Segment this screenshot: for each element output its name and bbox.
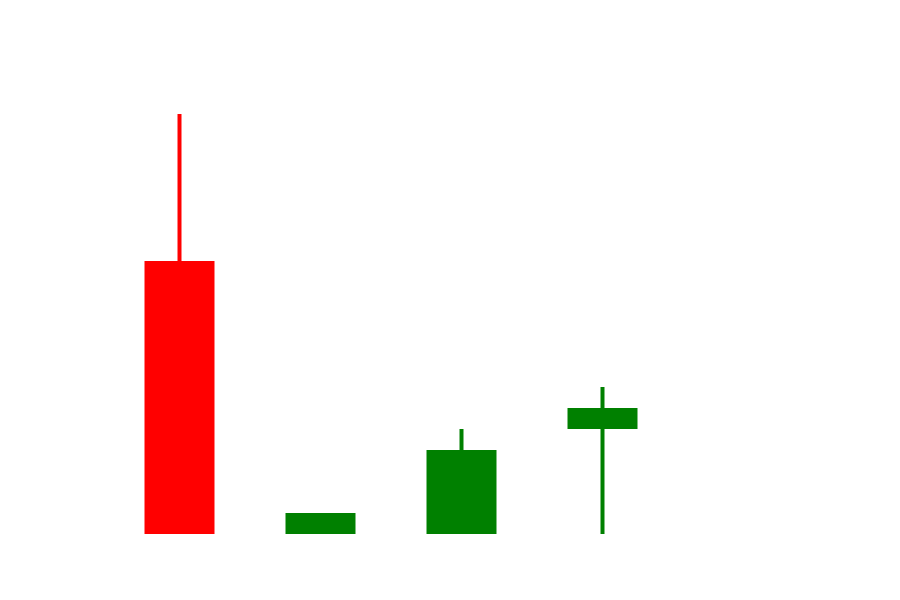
candle-2: [426, 429, 497, 534]
candle-1: [285, 513, 356, 534]
candle-body-2: [426, 450, 497, 534]
candle-3: [567, 387, 638, 534]
candle-body-1: [285, 513, 356, 534]
candle-wick-3: [600, 387, 605, 534]
candle-0: [144, 114, 215, 534]
candle-body-3: [567, 408, 638, 429]
candle-body-0: [144, 261, 215, 534]
